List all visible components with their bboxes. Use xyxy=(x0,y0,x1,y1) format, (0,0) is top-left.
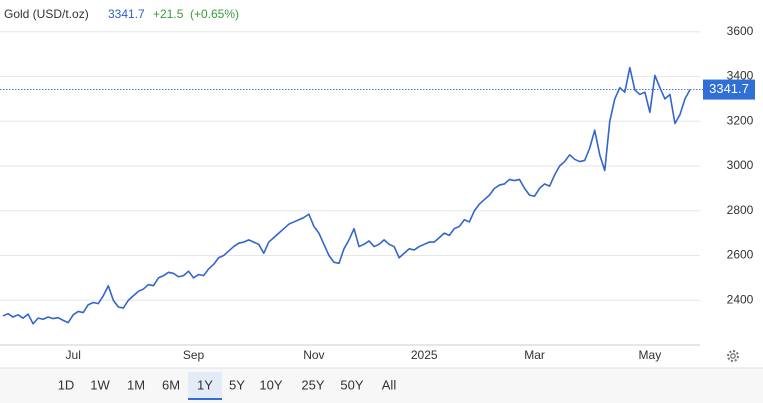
range-button[interactable]: 6M xyxy=(162,377,180,392)
settings-icon[interactable] xyxy=(727,350,739,362)
range-button[interactable]: 5Y xyxy=(229,377,245,392)
range-button[interactable]: 25Y xyxy=(301,377,324,392)
x-tick-label: Sep xyxy=(183,348,205,362)
range-button-selected-bg xyxy=(188,372,222,400)
x-tick-label: 2025 xyxy=(411,348,438,362)
y-tick-label: 3200 xyxy=(727,113,754,127)
range-button[interactable]: 1D xyxy=(58,377,75,392)
range-button[interactable]: All xyxy=(382,377,397,392)
last-price: 3341.7 xyxy=(108,7,145,21)
price-line xyxy=(2,66,691,325)
range-button[interactable]: 50Y xyxy=(340,377,363,392)
last-price-box xyxy=(703,79,755,100)
price-change: +21.5 xyxy=(153,7,184,21)
range-bar xyxy=(0,368,763,403)
y-tick-label: 3600 xyxy=(727,24,754,38)
y-tick-label: 2800 xyxy=(727,203,754,217)
range-button[interactable]: 10Y xyxy=(259,377,282,392)
x-tick-label: Nov xyxy=(303,348,324,362)
range-button[interactable]: 1Y xyxy=(197,377,213,392)
price-change-pct: (+0.65%) xyxy=(190,7,239,21)
y-tick-label: 2600 xyxy=(727,248,754,262)
x-tick-label: Jul xyxy=(66,348,81,362)
y-tick-label: 2400 xyxy=(727,292,754,306)
y-tick-label: 3400 xyxy=(727,69,754,83)
x-tick-label: May xyxy=(639,348,662,362)
chart-title: Gold (USD/t.oz) xyxy=(4,7,89,21)
x-tick-label: Mar xyxy=(524,348,545,362)
last-price-label: 3341.7 xyxy=(709,81,749,96)
y-tick-label: 3000 xyxy=(727,158,754,172)
range-button[interactable]: 1W xyxy=(90,377,110,392)
range-button[interactable]: 1M xyxy=(127,377,145,392)
